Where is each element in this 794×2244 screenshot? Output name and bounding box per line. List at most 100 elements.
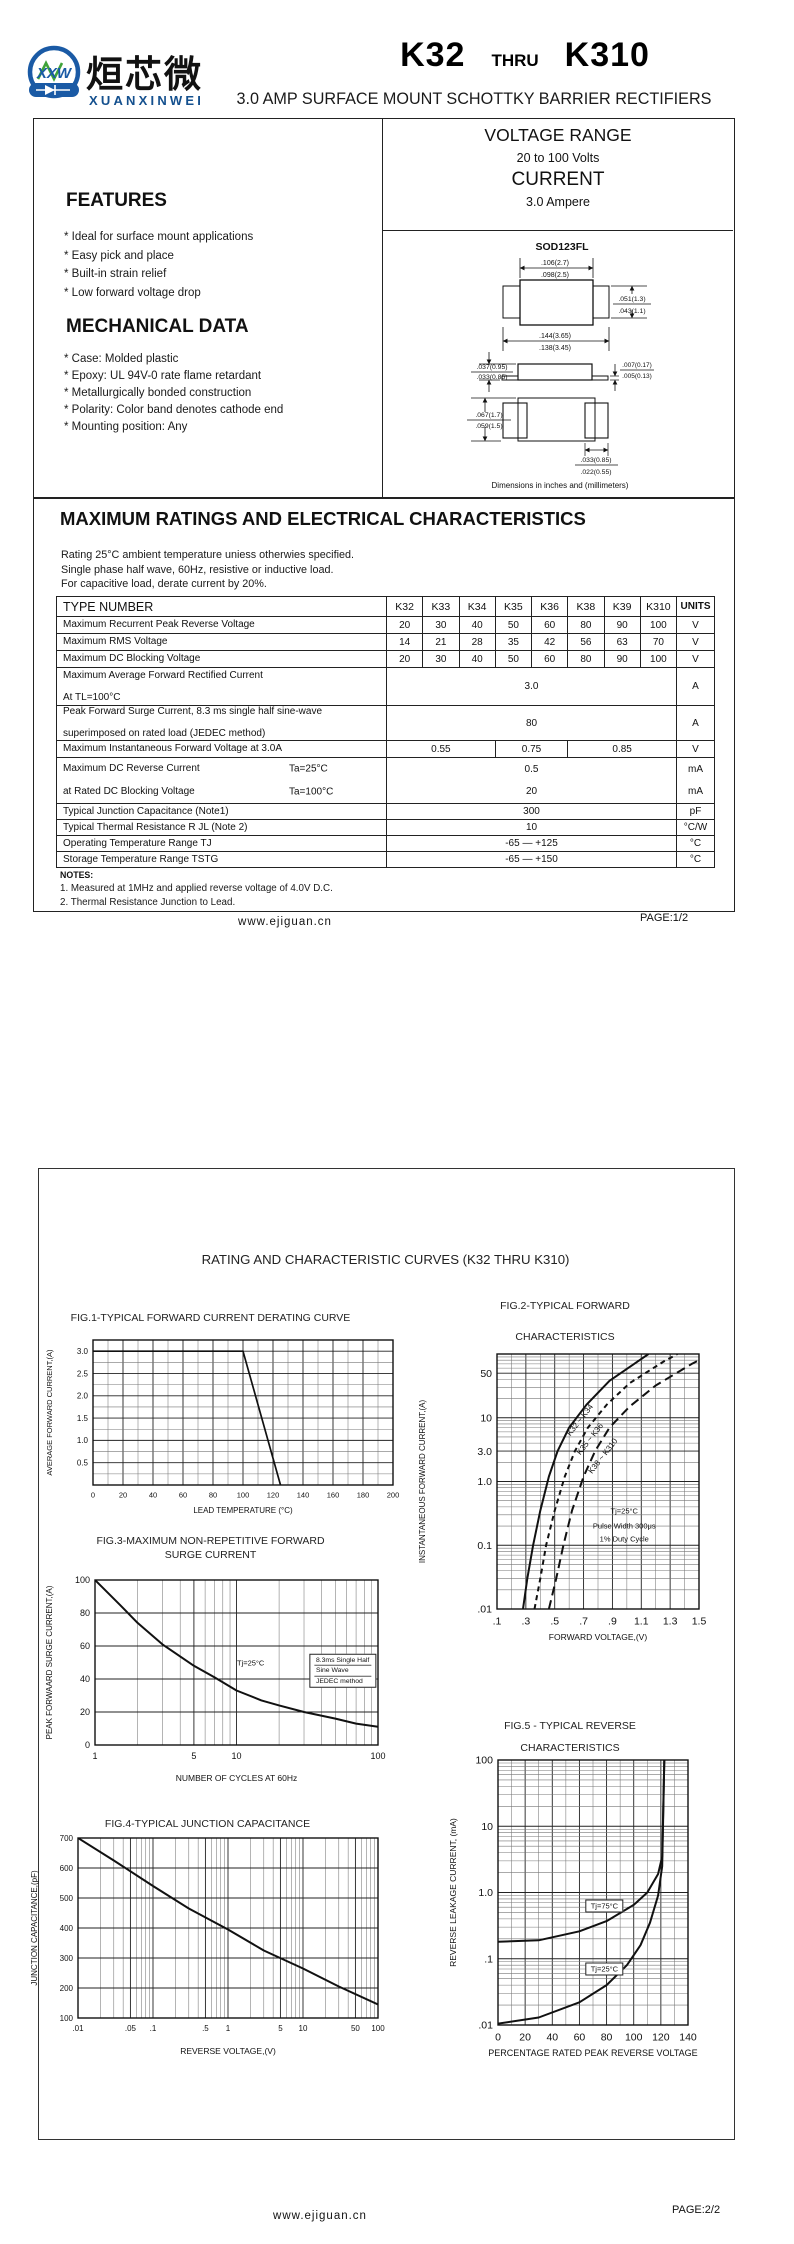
svg-text:.7: .7 <box>579 1616 588 1628</box>
svg-text:1.5: 1.5 <box>692 1616 707 1628</box>
svg-text:1.5: 1.5 <box>77 1414 89 1423</box>
value-cell: 80 <box>386 705 677 741</box>
condition-line: Single phase half wave, 60Hz, resistive … <box>61 563 334 576</box>
website-link[interactable]: www.ejiguan.cn <box>238 916 332 928</box>
svg-text:40: 40 <box>80 1674 90 1684</box>
svg-text:500: 500 <box>60 1894 74 1903</box>
value-cell: 28 <box>458 633 496 651</box>
dim-side-right-a: .007(0.17) <box>622 362 652 369</box>
value-cell: 21 <box>422 633 460 651</box>
value-cell: 300 <box>386 803 677 820</box>
value-cell: 50 <box>494 616 533 634</box>
chart-annotation: Tj=75°C <box>585 1899 624 1913</box>
title-thru: THRU <box>491 51 539 70</box>
condition-line: For capacitive load, derate current by 2… <box>61 578 267 590</box>
page2-border <box>38 1168 735 2140</box>
svg-text:REVERSE LEAKAGE CURRENT, (mA): REVERSE LEAKAGE CURRENT, (mA) <box>448 1818 458 1967</box>
company-name-english: XUANXINWEI <box>89 93 205 108</box>
mechanical-item: * Epoxy: UL 94V-0 rate flame retardant <box>64 370 262 382</box>
dim-side-right-b: .005(0.13) <box>622 373 652 380</box>
mechanical-item: * Metallurgically bonded construction <box>64 387 252 399</box>
value-cell: 0.5 <box>386 757 677 781</box>
units-header: UNITS <box>676 596 715 617</box>
svg-text:2.5: 2.5 <box>77 1369 89 1378</box>
features-heading: FEATURES <box>66 190 167 211</box>
svg-text:200: 200 <box>387 1491 400 1500</box>
svg-text:PEAK FORWAARD SURGE CURRENT,(A: PEAK FORWAARD SURGE CURRENT,(A) <box>45 1585 54 1739</box>
fig4-title: FIG.4-TYPICAL JUNCTION CAPACITANCE <box>104 1818 311 1830</box>
voltage-range-label: VOLTAGE RANGE <box>484 125 632 145</box>
fig2-title: FIG.2-TYPICAL FORWARD <box>500 1300 630 1312</box>
chart-annotation: Tj=25°C <box>610 1506 638 1516</box>
ratings-row: at Rated DC Blocking Voltage Ta=100°C 20 mA <box>56 780 715 804</box>
svg-text:1: 1 <box>226 2024 231 2033</box>
dim-right-h-a: .051(1.3) <box>618 296 645 303</box>
mechanical-data-heading: MECHANICAL DATA <box>66 316 249 337</box>
svg-text:100: 100 <box>371 2024 385 2033</box>
value-cell: 0.55 <box>386 740 496 758</box>
svg-text:0: 0 <box>91 1491 95 1500</box>
svg-text:.1: .1 <box>150 2024 157 2033</box>
svg-text:INSTANTANEOUS FORWARD CURRENT,: INSTANTANEOUS FORWARD CURRENT,(A) <box>418 1400 427 1564</box>
fig1-title: FIG.1-TYPICAL FORWARD CURRENT DERATING C… <box>70 1312 351 1324</box>
svg-text:80: 80 <box>601 2032 613 2044</box>
ratings-box <box>33 497 735 912</box>
svg-text:10: 10 <box>480 1412 492 1424</box>
value-cell: 90 <box>603 616 641 634</box>
fig3-title2: SURGE CURRENT <box>164 1549 257 1561</box>
value-cell: 50 <box>494 650 533 668</box>
website-link[interactable]: www.ejiguan.cn <box>273 2210 367 2222</box>
unit-cell: °C/W <box>676 819 715 836</box>
unit-cell: A <box>676 667 715 706</box>
svg-text:.1: .1 <box>493 1616 502 1628</box>
box-divider-horizontal <box>382 230 733 231</box>
svg-text:700: 700 <box>60 1834 74 1843</box>
chart-annotation: 1% Duty Cycle <box>599 1534 649 1544</box>
type-column-header: K36 <box>530 596 569 617</box>
svg-text:200: 200 <box>60 1984 74 1993</box>
voltage-range-value: 20 to 100 Volts <box>516 151 600 165</box>
value-cell: 20 <box>385 650 424 668</box>
fig4-chart: .01 .05 .1 .5 1 5 10 50 100 100 200 300 400 500 600 700… <box>30 1834 385 2056</box>
unit-cell: V <box>676 740 715 758</box>
title-k32: K32 <box>400 36 466 74</box>
value-cell: 56 <box>567 633 605 651</box>
svg-text:.3: .3 <box>521 1616 530 1628</box>
svg-text:50: 50 <box>480 1368 492 1380</box>
fig3-chart: 1 5 10 100 0 20 40 60 80 100 NUMBER OF CYCLES AT 6… <box>45 1575 386 1783</box>
value-cell: 10 <box>386 819 677 836</box>
ratings-row: Operating Temperature Range TJ -65 — +125… <box>56 835 715 852</box>
svg-text:20: 20 <box>519 2032 531 2044</box>
value-cell: 80 <box>567 616 605 634</box>
svg-text:10: 10 <box>481 1821 493 1833</box>
ratings-conditions: Rating 25°C ambient temperature uniess o… <box>61 548 354 592</box>
type-column-header: K35 <box>494 596 533 617</box>
svg-text:2.0: 2.0 <box>77 1392 89 1401</box>
svg-text:AVERAGE FORWARD CURRENT,(A): AVERAGE FORWARD CURRENT,(A) <box>45 1349 54 1476</box>
svg-text:50: 50 <box>351 2024 360 2033</box>
value-cell: 0.85 <box>567 740 677 758</box>
company-logo-icon: XXW <box>27 45 81 99</box>
ratings-row: Maximum DC Reverse Current Ta=25°C 0.5 mA <box>56 757 715 781</box>
value-cell: 40 <box>458 616 496 634</box>
type-column-header: K34 <box>458 596 496 617</box>
unit-cell: °C <box>676 851 715 868</box>
svg-text:.01: .01 <box>477 1604 492 1616</box>
note-item: 1. Measured at 1MHz and applied reverse … <box>60 883 333 894</box>
svg-text:.01: .01 <box>478 2020 493 2032</box>
svg-text:0: 0 <box>85 1740 90 1750</box>
svg-text:.5: .5 <box>202 2024 209 2033</box>
svg-text:400: 400 <box>60 1924 74 1933</box>
package-name: SOD123FL <box>535 241 589 253</box>
svg-text:160: 160 <box>327 1491 340 1500</box>
svg-text:1.1: 1.1 <box>634 1616 649 1628</box>
svg-text:80: 80 <box>209 1491 217 1500</box>
value-cell: 30 <box>422 650 460 668</box>
svg-text:.05: .05 <box>125 2024 137 2033</box>
logo-xxw-text: XXW <box>36 65 73 82</box>
svg-text:180: 180 <box>357 1491 370 1500</box>
value-cell: 100 <box>639 616 678 634</box>
svg-text:20: 20 <box>119 1491 127 1500</box>
svg-text:60: 60 <box>179 1491 187 1500</box>
page-number: PAGE:2/2 <box>672 2204 721 2216</box>
